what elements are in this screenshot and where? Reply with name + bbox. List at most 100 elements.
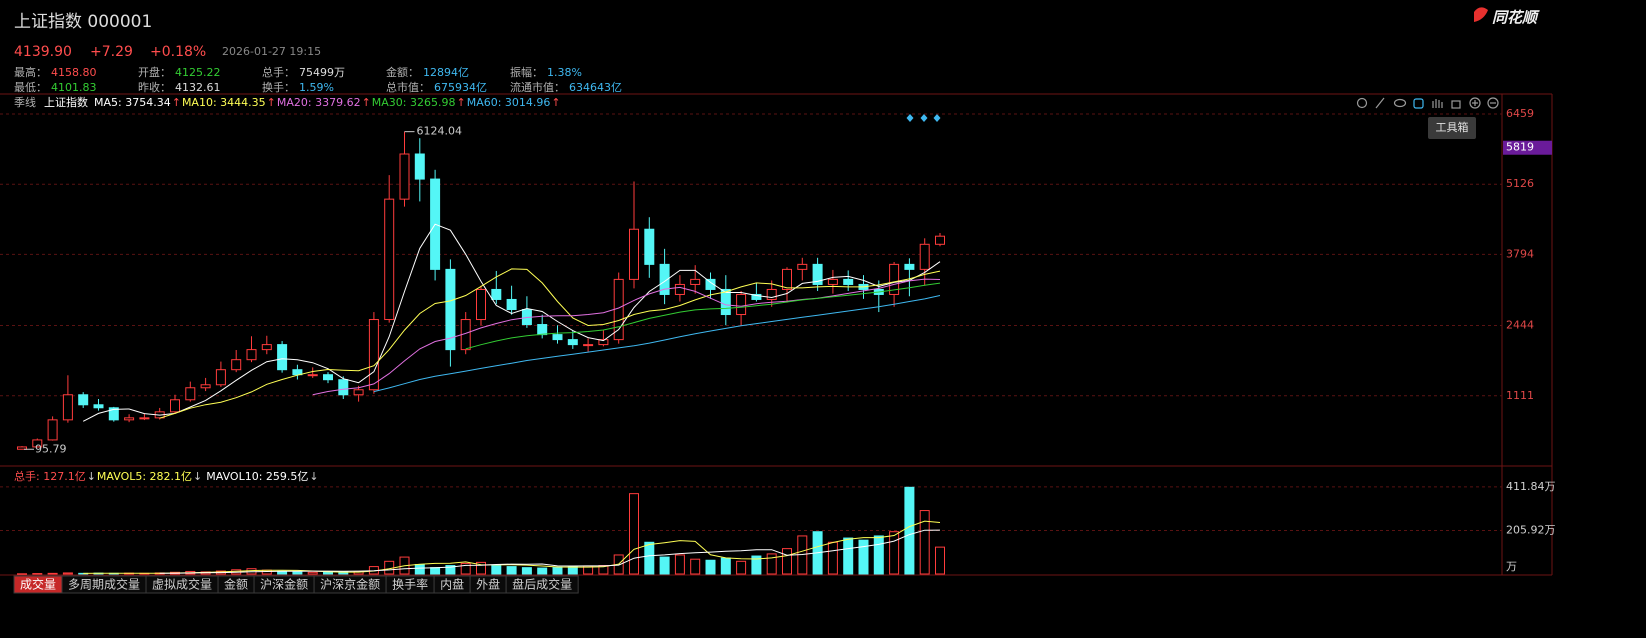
legend-trend: ↑ <box>172 96 181 109</box>
volume-bar <box>460 562 471 575</box>
tab-label[interactable]: 虚拟成交量 <box>152 577 212 592</box>
candle-body <box>261 344 272 351</box>
candle-body <box>567 339 578 346</box>
candle-body <box>812 263 823 285</box>
tooltip: 工具箱 <box>1436 120 1469 134</box>
volume-bar <box>873 535 884 575</box>
tool-draw[interactable] <box>1375 97 1385 109</box>
tool-box[interactable] <box>1413 98 1424 109</box>
candle-body <box>537 324 548 336</box>
candle-body <box>93 404 104 409</box>
volume-bar <box>476 561 486 575</box>
tab-label[interactable]: 沪深京金额 <box>320 577 380 592</box>
volume-bar <box>323 572 333 575</box>
volume-bar <box>292 571 303 575</box>
candle-body <box>782 268 792 290</box>
volume-bar <box>843 537 854 575</box>
min-annotation: 95.79 <box>35 442 67 455</box>
candle-body <box>139 417 150 420</box>
tool-zoom-in[interactable] <box>1469 97 1481 109</box>
candle-body <box>185 387 196 401</box>
index-name: 上证指数 <box>44 95 88 109</box>
candle-body <box>736 293 747 316</box>
volume-bar <box>47 572 58 575</box>
stat-label: 最高： <box>14 65 47 79</box>
volume-bar <box>307 571 318 575</box>
legend-trend: ↓ <box>193 470 202 483</box>
tool-hand[interactable] <box>1432 99 1443 108</box>
legend-entry: MA20: 3379.62 <box>277 96 361 109</box>
title: 上证指数 000001 <box>14 12 152 32</box>
tab-label[interactable]: 换手率 <box>392 577 428 592</box>
volume-bar <box>552 566 563 575</box>
volume-bar <box>491 565 502 575</box>
candle-body <box>399 153 410 200</box>
volume-bar <box>644 541 655 575</box>
volume-bar <box>277 570 288 575</box>
stat-label: 开盘： <box>138 65 171 79</box>
stat-label: 总手： <box>262 65 295 79</box>
change: +7.29 <box>90 44 133 60</box>
volume-bar <box>904 486 915 575</box>
datetime: 2026-01-27 19:15 <box>222 45 321 58</box>
legend-trend: ↓ <box>87 470 96 483</box>
legend-trend: ↑ <box>362 96 371 109</box>
candle-body <box>629 228 639 280</box>
tool-lock[interactable] <box>1451 100 1461 109</box>
tool-view[interactable] <box>1393 98 1407 108</box>
candle-body <box>32 439 43 448</box>
volume-bar <box>521 567 532 575</box>
volume-bar <box>919 510 930 575</box>
volume-bar <box>506 566 517 575</box>
price-marker-box <box>1503 140 1552 155</box>
volume-bar <box>736 560 747 575</box>
tab-label[interactable]: 沪深金额 <box>260 577 308 592</box>
candle-body <box>491 288 502 300</box>
candle-body <box>889 263 900 295</box>
candle-body <box>231 359 242 371</box>
volume-bar <box>751 555 762 575</box>
candle-body <box>659 263 670 295</box>
event-marker <box>906 114 914 122</box>
tab-label[interactable]: 盘后成交量 <box>512 577 572 592</box>
y-tick-label: 万 <box>1506 560 1517 573</box>
tab-label[interactable]: 多周期成交量 <box>68 577 140 592</box>
tab-label[interactable]: 内盘 <box>440 577 464 592</box>
volume-bar <box>705 559 716 575</box>
stat-value: 4158.80 <box>51 66 97 79</box>
tab[interactable] <box>505 575 579 594</box>
tool-settings[interactable] <box>1356 97 1368 109</box>
volume-bar <box>537 567 548 575</box>
candle-body <box>414 153 425 180</box>
volume-bar <box>889 531 900 575</box>
tool-zoom-out[interactable] <box>1487 97 1499 109</box>
volume-bar <box>720 557 731 575</box>
stat-value: 1.38% <box>547 66 582 79</box>
candle-body <box>476 288 486 321</box>
candle-body <box>47 419 58 441</box>
candle-body <box>384 198 395 321</box>
y-tick-label: 205.92万 <box>1506 523 1556 536</box>
event-marker <box>920 114 928 122</box>
volume-bar <box>414 563 425 575</box>
stat-value: 75499万 <box>299 66 345 79</box>
candle-body <box>200 384 211 389</box>
candle-body <box>827 278 838 285</box>
stat-label: 换手： <box>262 80 295 94</box>
legend-entry: MA30: 3265.98 <box>372 96 456 109</box>
legend-trend: ↑ <box>456 96 465 109</box>
candle-body <box>644 228 655 265</box>
candle-body <box>751 293 762 300</box>
tab-label[interactable]: 金额 <box>224 577 248 592</box>
tab-label[interactable]: 成交量 <box>20 577 56 592</box>
tab-label[interactable]: 外盘 <box>476 577 500 592</box>
stat-value: 4125.22 <box>175 66 221 79</box>
stat-label: 昨收： <box>138 80 171 94</box>
candle-body <box>368 319 379 391</box>
volume-bar <box>690 558 701 575</box>
volume-bar <box>674 554 685 575</box>
ma-line <box>159 268 941 419</box>
y-tick-label: 1111 <box>1506 389 1534 402</box>
candle-body <box>353 389 364 396</box>
